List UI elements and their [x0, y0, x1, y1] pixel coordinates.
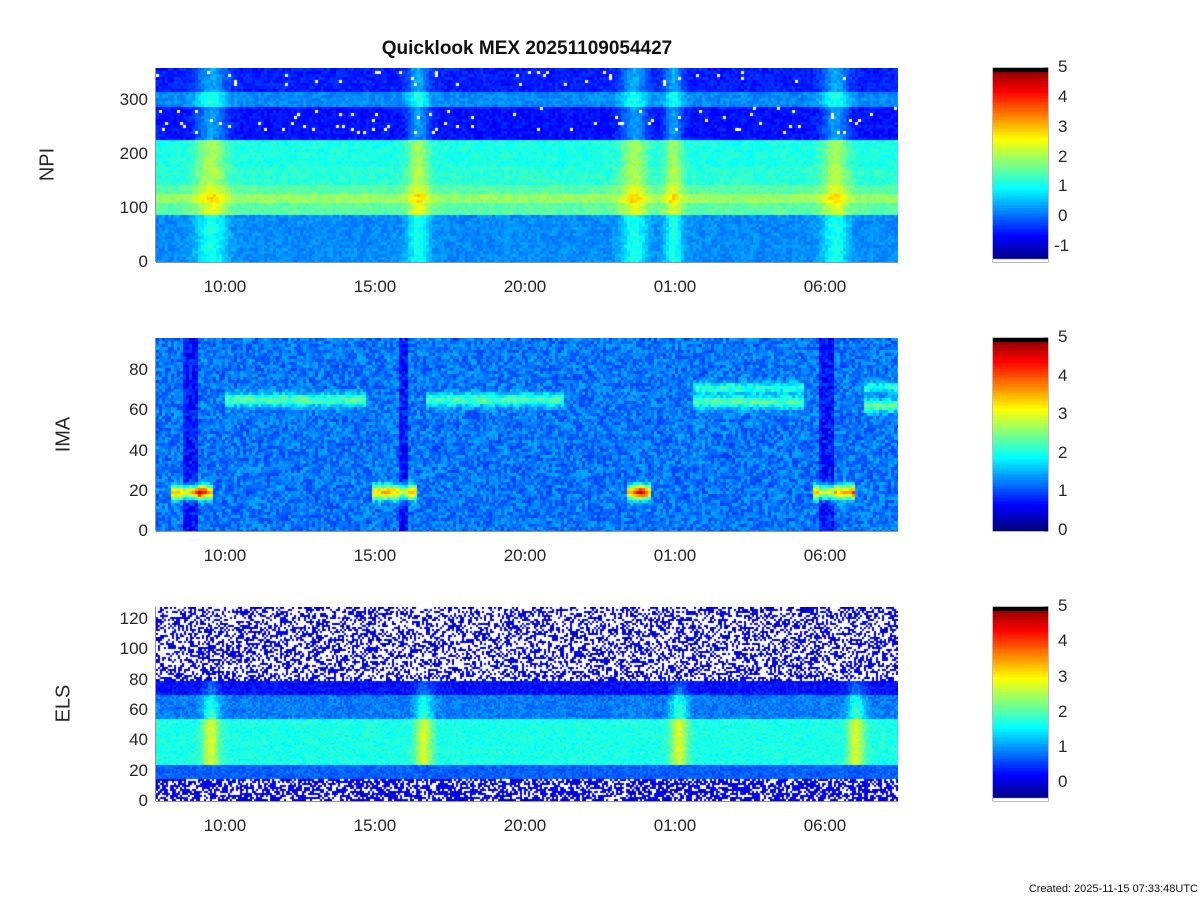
- colorbar-tick-label: 1: [1058, 481, 1068, 501]
- spectrogram-els: [156, 607, 898, 801]
- x-tick-label: 10:00: [203, 277, 247, 296]
- colorbar-tick-label: 4: [1058, 365, 1068, 385]
- colorbar-tick-label: 0: [1058, 206, 1068, 226]
- colorbar-tick-label: -1: [1054, 236, 1070, 256]
- x-tick-label: 01:00: [653, 816, 697, 835]
- y-tick-label: 0: [138, 791, 148, 810]
- colorbar-els: [993, 607, 1048, 801]
- colorbar-tick-label: 3: [1058, 404, 1068, 424]
- x-tick-label: 06:00: [803, 546, 847, 565]
- y-tick-label: 80: [129, 360, 148, 380]
- colorbar-npi: [993, 68, 1048, 262]
- x-tick-label: 15:00: [353, 816, 397, 835]
- colorbar-tick-label: 4: [1058, 86, 1068, 106]
- y-axis-label: IMA: [52, 416, 75, 452]
- colorbar-tick-label: 2: [1058, 146, 1068, 166]
- x-tick-label: 06:00: [803, 816, 847, 835]
- colorbar-ima: [993, 338, 1048, 531]
- y-tick-label: 120: [119, 609, 148, 629]
- y-tick-label: 40: [129, 730, 148, 750]
- x-tick-label: 15:00: [353, 277, 397, 296]
- colorbar-tick-label: 3: [1058, 116, 1068, 136]
- y-tick-label: 300: [119, 90, 148, 110]
- y-tick-label: 60: [129, 700, 148, 720]
- colorbar-tick-label: 2: [1058, 701, 1068, 721]
- y-tick-label: 60: [129, 400, 148, 420]
- colorbar-tick-label: 0: [1058, 520, 1068, 539]
- x-tick-label: 06:00: [803, 277, 847, 296]
- created-timestamp: Created: 2025-11-15 07:33:48UTC: [1028, 883, 1198, 895]
- y-tick-label: 0: [138, 521, 148, 540]
- x-tick-label: 01:00: [653, 546, 697, 565]
- colorbar-tick-label: 0: [1058, 772, 1068, 792]
- y-tick-label: 0: [138, 252, 148, 271]
- figure-title: Quicklook MEX 20251109054427: [381, 38, 673, 59]
- y-tick-label: 80: [129, 669, 148, 689]
- colorbar-tick-label: 1: [1058, 737, 1068, 757]
- x-tick-label: 01:00: [653, 277, 697, 296]
- x-tick-label: 20:00: [503, 277, 547, 296]
- colorbar-tick-label: 5: [1058, 57, 1068, 76]
- x-tick-label: 10:00: [203, 816, 247, 835]
- y-tick-label: 20: [129, 480, 148, 500]
- x-tick-label: 15:00: [353, 546, 397, 565]
- colorbar-tick-label: 5: [1058, 596, 1068, 615]
- x-tick-label: 20:00: [503, 546, 547, 565]
- x-tick-label: 20:00: [503, 816, 547, 835]
- x-tick-label: 10:00: [203, 546, 247, 565]
- colorbar-tick-label: 5: [1058, 327, 1068, 346]
- colorbar-tick-label: 1: [1058, 176, 1068, 196]
- y-tick-label: 40: [129, 440, 148, 460]
- y-tick-label: 200: [119, 144, 148, 164]
- spectrogram-npi: [156, 68, 898, 262]
- y-tick-label: 20: [129, 760, 148, 780]
- colorbar-tick-label: 3: [1058, 666, 1068, 686]
- colorbar-tick-label: 2: [1058, 442, 1068, 462]
- y-axis-label: NPI: [36, 147, 59, 182]
- y-tick-label: 100: [119, 198, 148, 218]
- colorbar-tick-label: 4: [1058, 631, 1068, 651]
- y-axis-label: ELS: [52, 684, 75, 723]
- spectrogram-ima: [156, 338, 898, 531]
- y-tick-label: 100: [119, 639, 148, 659]
